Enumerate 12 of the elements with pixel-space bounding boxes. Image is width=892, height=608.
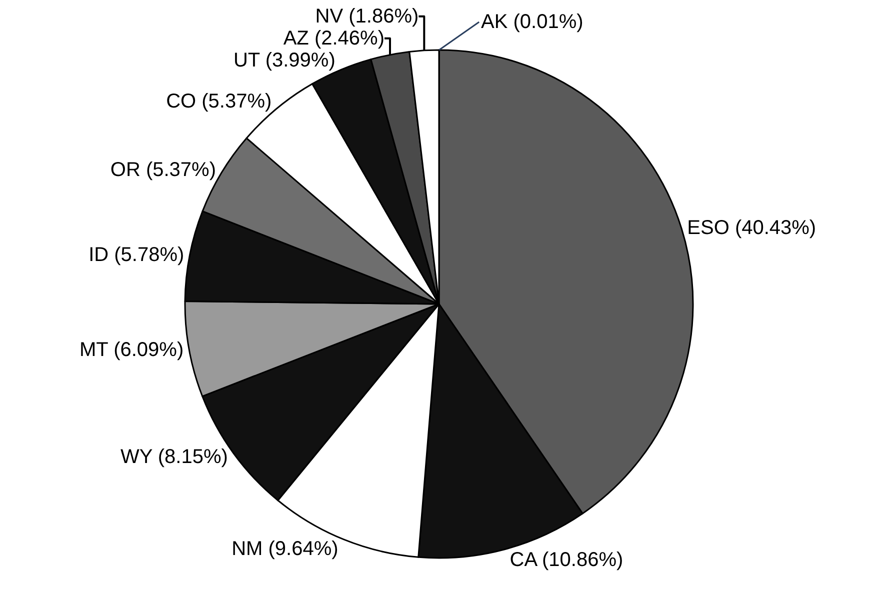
slice-label: AK (0.01%)	[481, 11, 584, 33]
slice-label: WY (8.15%)	[120, 446, 228, 468]
slice-label: CA (10.86%)	[510, 548, 624, 571]
slice-label: ESO (40.43%)	[687, 216, 816, 239]
slice-label: AZ (2.46%)	[283, 27, 384, 50]
slice-label: OR (5.37%)	[110, 158, 216, 181]
slice-label: NM (9.64%)	[232, 538, 338, 560]
slice-label: MT (6.09%)	[80, 338, 184, 361]
slice-label: UT (3.99%)	[233, 49, 336, 72]
slice-label: NV (1.86%)	[315, 5, 419, 28]
slice-label: ID (5.78%)	[88, 244, 184, 266]
slice-label: CO (5.37%)	[166, 90, 272, 113]
